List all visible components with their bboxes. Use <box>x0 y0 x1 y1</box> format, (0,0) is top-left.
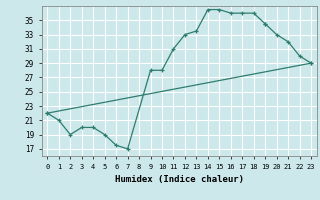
X-axis label: Humidex (Indice chaleur): Humidex (Indice chaleur) <box>115 175 244 184</box>
